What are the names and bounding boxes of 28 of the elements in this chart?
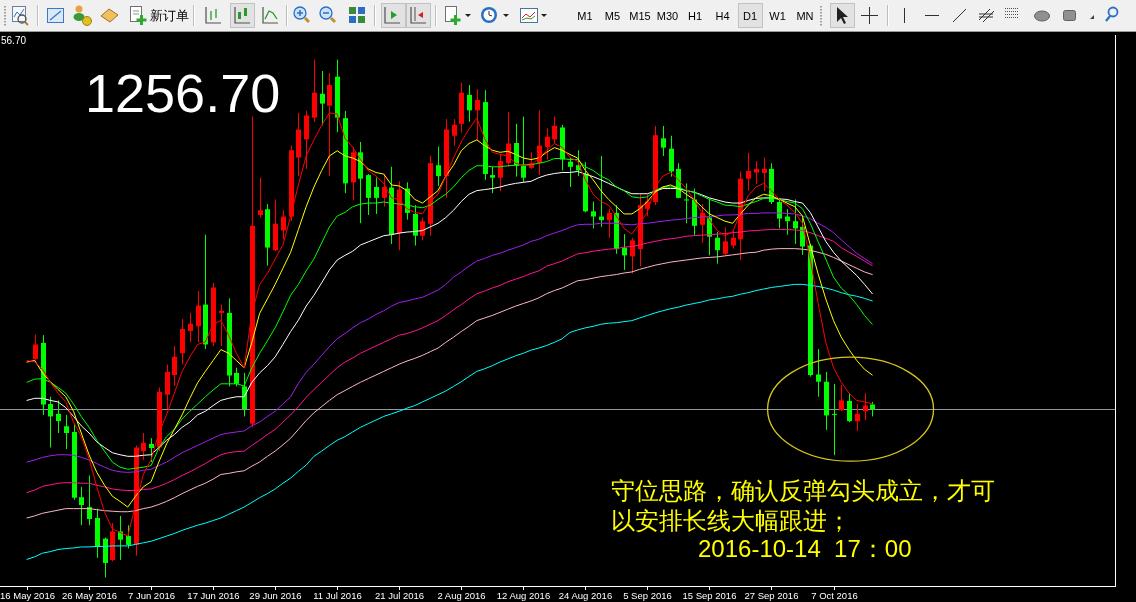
annotation: 56.70: [1, 35, 27, 46]
x-tick-label: 15 Sep 2016: [682, 589, 737, 601]
annotation: W1: [769, 10, 786, 22]
annotation: M15: [629, 10, 651, 22]
annotation: M30: [656, 10, 679, 22]
annotation: M1: [577, 10, 593, 22]
x-tick-label: 5 Sep 2016: [623, 589, 672, 601]
x-tick-label: 12 Aug 2016: [496, 589, 551, 601]
annotation: MN: [796, 10, 814, 22]
annotation: H4: [715, 10, 730, 22]
x-tick-label: 29 Jun 2016: [249, 589, 302, 601]
annotation: 1256.70: [85, 63, 281, 123]
annotation: D1: [742, 10, 758, 22]
annotation: H1: [687, 10, 703, 22]
x-tick-label: 21 Jul 2016: [374, 589, 425, 601]
x-tick-label: 24 Aug 2016: [558, 589, 613, 601]
annotation: 守位思路，确认反弹勾头成立，才可以安排长线大幅跟进；: [611, 477, 995, 534]
annotation: 新订单: [150, 9, 189, 23]
x-tick-label: 17 Jun 2016: [187, 589, 240, 601]
x-tick-label: 16 May 2016: [0, 589, 55, 601]
x-tick-label: 7 Oct 2016: [811, 589, 858, 601]
annotation: 2016-10-14 17：00: [698, 535, 912, 562]
x-tick-label: 11 Jul 2016: [313, 589, 362, 601]
x-tick-label: 26 May 2016: [62, 589, 117, 601]
x-tick-label: 7 Jun 2016: [128, 589, 175, 601]
x-tick-label: 27 Sep 2016: [744, 589, 799, 601]
x-tick-label: 2 Aug 2016: [437, 589, 486, 601]
annotation: M5: [604, 10, 621, 22]
